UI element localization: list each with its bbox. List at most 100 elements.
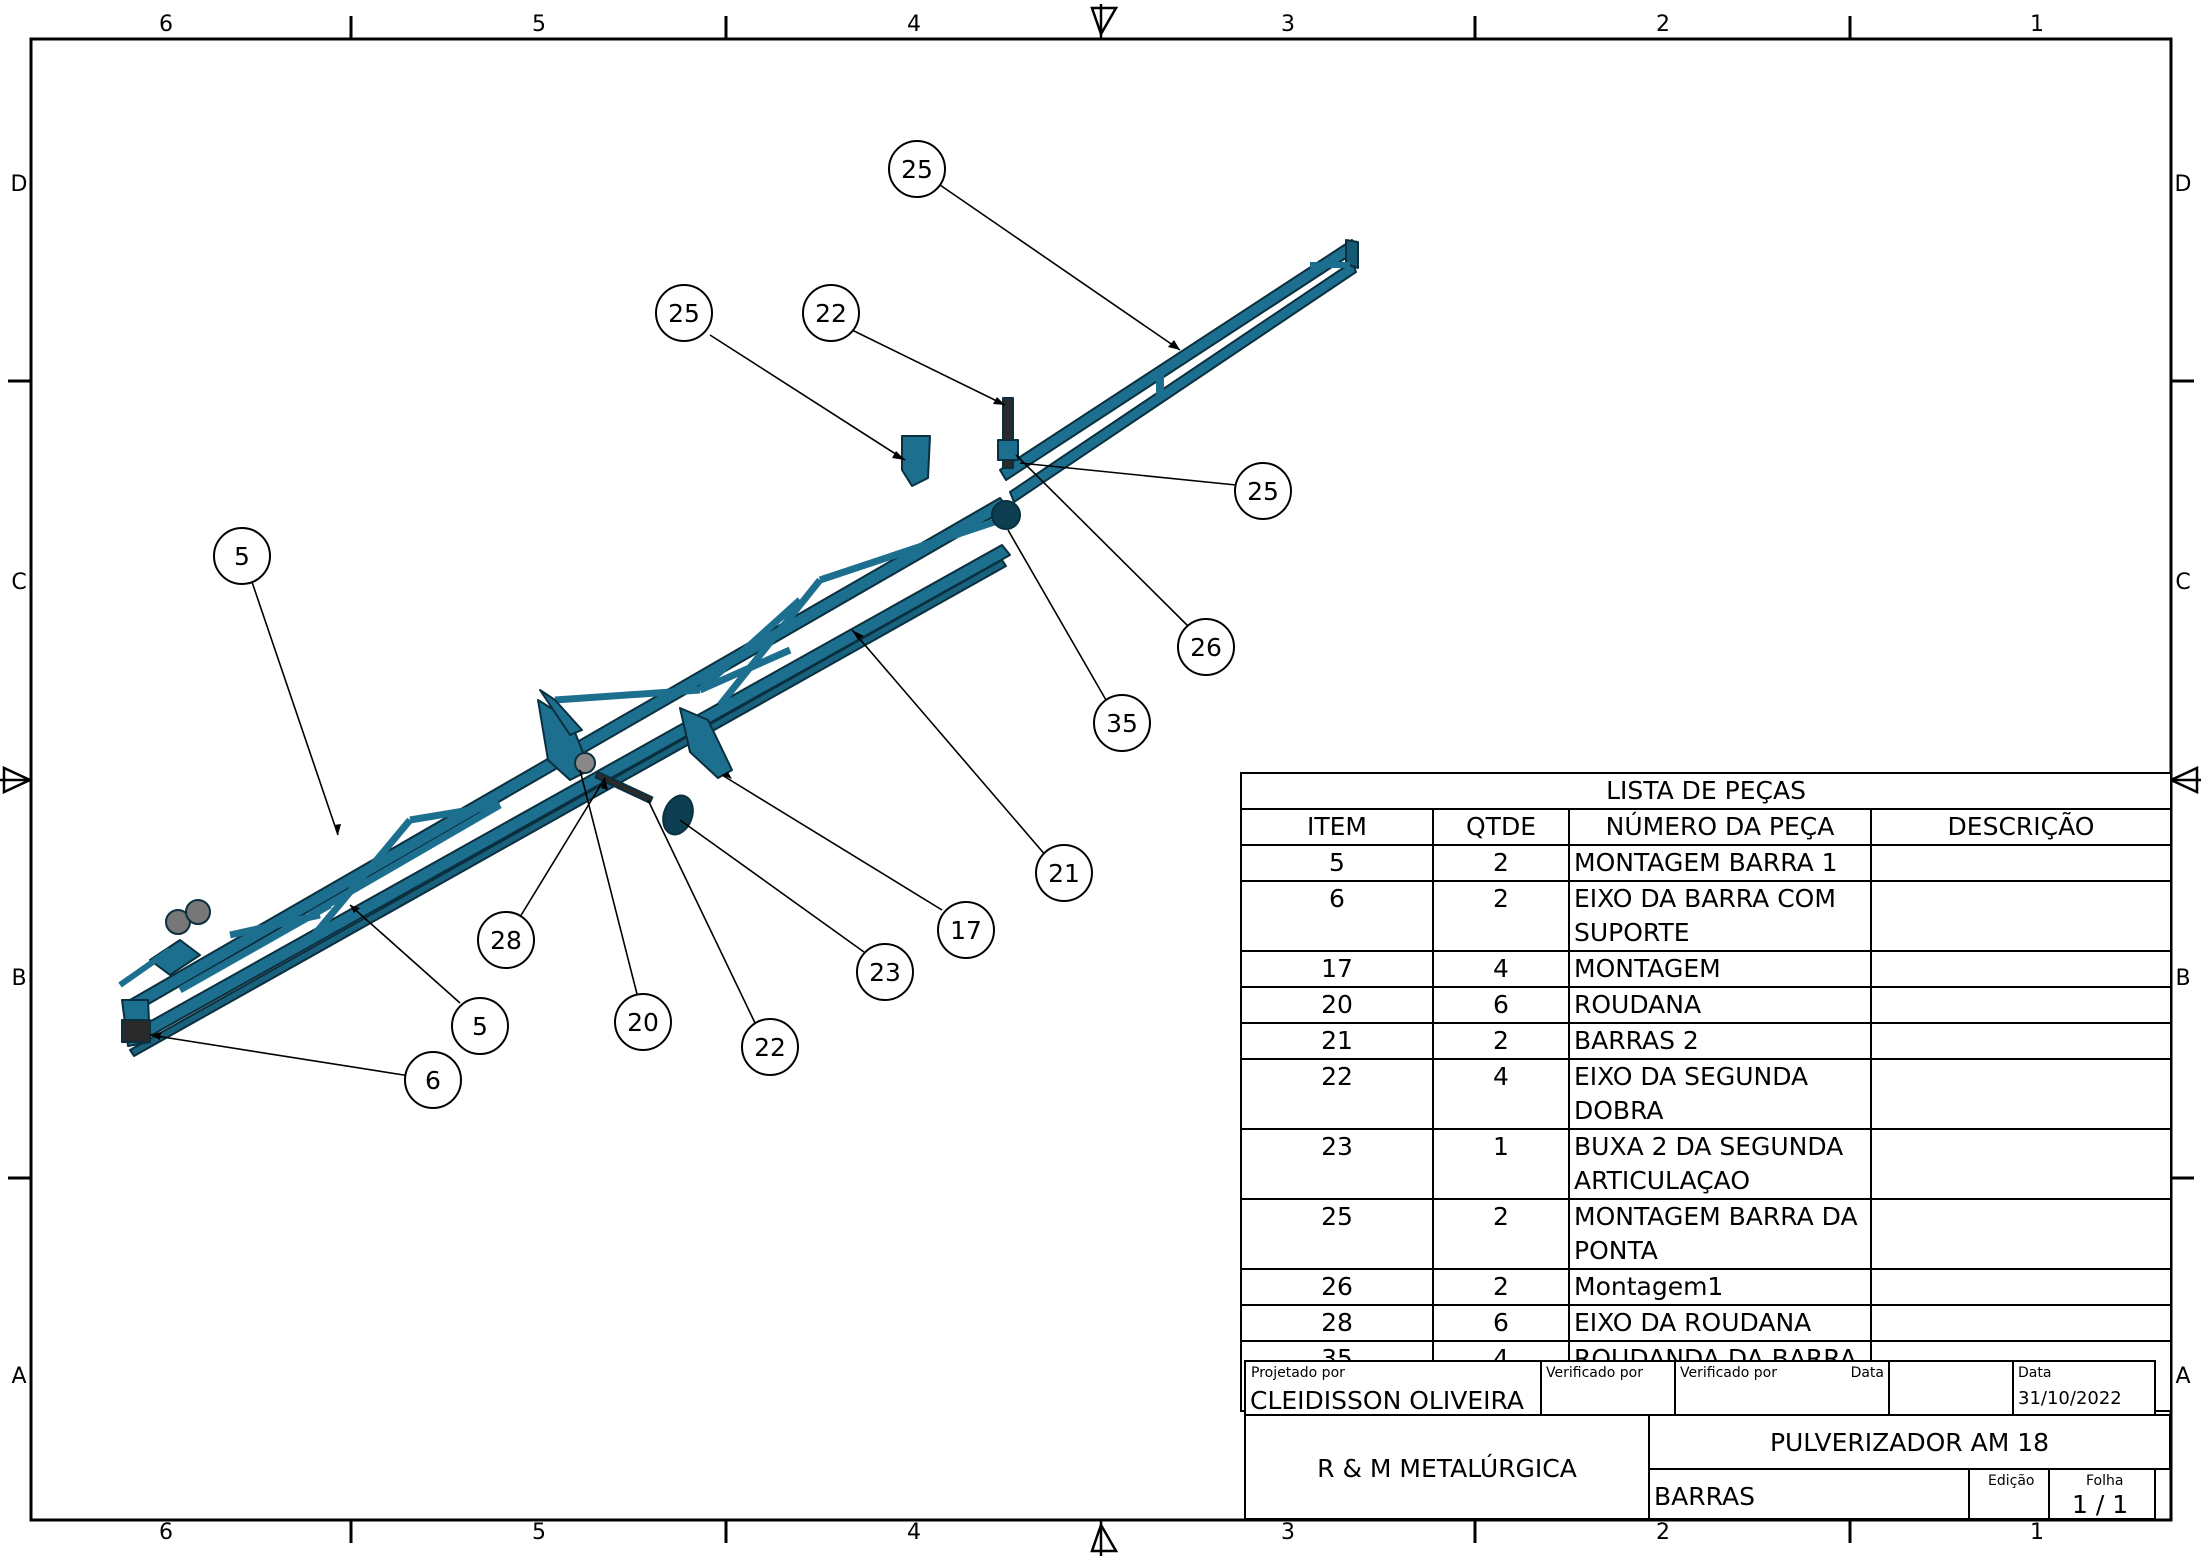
checked-by-label: Verificado por bbox=[1546, 1365, 1643, 1381]
balloon: 25 bbox=[888, 140, 946, 198]
cell-item: 22 bbox=[1240, 1058, 1434, 1130]
pulley-20 bbox=[574, 752, 596, 774]
balloon-label: 21 bbox=[1048, 859, 1080, 888]
edition-label: Edição bbox=[1988, 1473, 2035, 1489]
balloon: 25 bbox=[655, 284, 713, 342]
col-header-qty: QTDE bbox=[1432, 808, 1570, 846]
zone-row-label: C bbox=[2175, 570, 2191, 595]
cell-item: 21 bbox=[1240, 1022, 1434, 1060]
date-label: Data bbox=[2018, 1365, 2052, 1381]
zone-col-label: 5 bbox=[532, 12, 546, 37]
balloon-label: 25 bbox=[901, 155, 933, 184]
cell-qty: 1 bbox=[1432, 1128, 1570, 1200]
col-header-part: NÚMERO DA PEÇA bbox=[1568, 808, 1872, 846]
cell-qty: 2 bbox=[1432, 844, 1570, 882]
zone-col-label: 6 bbox=[159, 1520, 173, 1545]
tb-date-cell: Data 31/10/2022 bbox=[2012, 1360, 2156, 1416]
cell-qty: 4 bbox=[1432, 950, 1570, 988]
parts-list-row: 26 2 Montagem1 bbox=[1240, 1268, 2173, 1306]
cell-desc bbox=[1869, 880, 2173, 952]
drawing-title: BARRAS bbox=[1654, 1482, 1755, 1511]
cell-item: 28 bbox=[1240, 1304, 1434, 1342]
balloon: 5 bbox=[213, 527, 271, 585]
cell-desc bbox=[1869, 844, 2173, 882]
tb-checked-cell-1: Verificado por bbox=[1540, 1360, 1676, 1416]
cell-part: MONTAGEM bbox=[1568, 950, 1872, 988]
balloon: 35 bbox=[1093, 694, 1151, 752]
balloon: 28 bbox=[477, 911, 535, 969]
tip-upper-rail bbox=[999, 239, 1359, 481]
cell-qty: 2 bbox=[1432, 1198, 1570, 1270]
sheet-number: 1 / 1 bbox=[2072, 1490, 2129, 1519]
balloon: 21 bbox=[1035, 844, 1093, 902]
tip-lower-rail bbox=[1009, 261, 1357, 503]
company-name: R & M METALÚRGICA bbox=[1317, 1454, 1577, 1483]
cell-desc bbox=[1869, 1198, 2173, 1270]
balloon-label: 25 bbox=[668, 299, 700, 328]
zone-row-label: D bbox=[10, 172, 28, 197]
parts-list-row: 20 6 ROUDANA bbox=[1240, 986, 2173, 1024]
tb-designed-cell: Projetado por CLEIDISSON OLIVEIRA bbox=[1244, 1360, 1542, 1416]
balloon: 5 bbox=[451, 997, 509, 1055]
cell-part: BARRAS 2 bbox=[1568, 1022, 1872, 1060]
cell-part: EIXO DA ROUDANA bbox=[1568, 1304, 1872, 1342]
date-value: 31/10/2022 bbox=[2018, 1388, 2122, 1409]
balloon: 22 bbox=[741, 1018, 799, 1076]
cell-item: 26 bbox=[1240, 1268, 1434, 1306]
balloon: 6 bbox=[404, 1051, 462, 1109]
designed-by-label: Projetado por bbox=[1251, 1365, 1345, 1381]
zone-row-label: A bbox=[11, 1364, 27, 1389]
tb-company-cell: R & M METALÚRGICA bbox=[1244, 1414, 1650, 1520]
parts-list-row: 23 1 BUXA 2 DA SEGUNDA ARTICULAÇAO bbox=[1240, 1128, 2173, 1200]
cell-desc bbox=[1869, 1268, 2173, 1306]
tb-checked-cell-2: Verificado por Data bbox=[1674, 1360, 1890, 1416]
balloon: 22 bbox=[802, 284, 860, 342]
cell-part: BUXA 2 DA SEGUNDA ARTICULAÇAO bbox=[1568, 1128, 1872, 1200]
col-header-desc: DESCRIÇÃO bbox=[1869, 808, 2173, 846]
zone-col-label: 3 bbox=[1281, 1520, 1295, 1545]
tip-end-box bbox=[1345, 239, 1359, 269]
parts-list-row: 21 2 BARRAS 2 bbox=[1240, 1022, 2173, 1060]
designed-by-name: CLEIDISSON OLIVEIRA bbox=[1250, 1386, 1524, 1415]
zone-col-label: 1 bbox=[2030, 12, 2044, 37]
zone-row-label: A bbox=[2175, 1364, 2191, 1389]
cell-desc bbox=[1869, 1128, 2173, 1200]
zone-col-label: 3 bbox=[1281, 12, 1295, 37]
balloon-label: 35 bbox=[1106, 709, 1138, 738]
zone-ticks bbox=[8, 16, 2194, 1543]
zone-col-label: 2 bbox=[1656, 12, 1670, 37]
centering-marks bbox=[0, 4, 2201, 1556]
balloon-label: 20 bbox=[627, 1008, 659, 1037]
parts-list-body: 5 2 MONTAGEM BARRA 1 6 2 EIXO DA BARRA COM SU… bbox=[1240, 844, 2173, 1412]
cell-part: MONTAGEM BARRA 1 bbox=[1568, 844, 1872, 882]
balloon-label: 5 bbox=[472, 1012, 488, 1041]
zone-col-label: 4 bbox=[907, 1520, 921, 1545]
cell-qty: 6 bbox=[1432, 1304, 1570, 1342]
checked-by-label: Verificado por bbox=[1680, 1365, 1777, 1381]
zone-row-label: B bbox=[11, 966, 27, 991]
cell-part: Montagem1 bbox=[1568, 1268, 1872, 1306]
balloon: 23 bbox=[856, 943, 914, 1001]
balloon-label: 22 bbox=[754, 1033, 786, 1062]
cell-item: 23 bbox=[1240, 1128, 1434, 1200]
zone-col-label: 1 bbox=[2030, 1520, 2044, 1545]
boom-bottom-chord bbox=[129, 559, 1007, 1057]
parts-list-title: LISTA DE PEÇAS bbox=[1239, 772, 2173, 810]
sheet-label: Folha bbox=[2086, 1473, 2124, 1489]
balloons: 25 25 22 25 26 35 5 21 17 23 28 20 22 5 … bbox=[213, 140, 1292, 1109]
cell-desc bbox=[1869, 1304, 2173, 1342]
boom-assembly bbox=[118, 239, 1359, 1057]
zone-row-label: C bbox=[11, 570, 27, 595]
cell-qty: 2 bbox=[1432, 880, 1570, 952]
balloon-label: 28 bbox=[490, 926, 522, 955]
cell-desc bbox=[1869, 986, 2173, 1024]
zone-col-label: 6 bbox=[159, 12, 173, 37]
parts-list-row: 25 2 MONTAGEM BARRA DA PONTA bbox=[1240, 1198, 2173, 1270]
cell-part: EIXO DA BARRA COM SUPORTE bbox=[1568, 880, 1872, 952]
cell-part: EIXO DA SEGUNDA DOBRA bbox=[1568, 1058, 1872, 1130]
col-header-item: ITEM bbox=[1240, 808, 1434, 846]
lattice-braces bbox=[178, 516, 1002, 994]
tb-drawing-title-cell: BARRAS bbox=[1648, 1468, 1970, 1520]
leader-arrowheads bbox=[150, 340, 1180, 1040]
project-name: PULVERIZADOR AM 18 bbox=[1769, 1428, 2050, 1457]
